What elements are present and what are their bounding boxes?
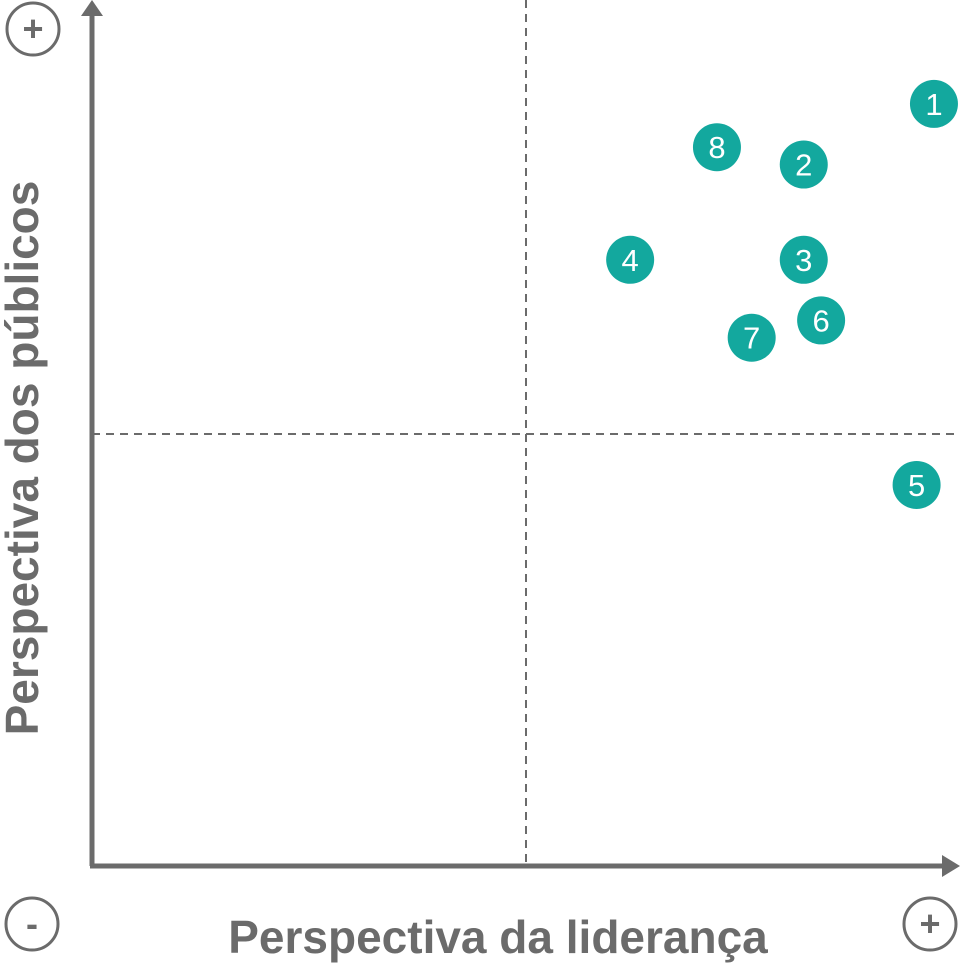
data-point-2: 2 bbox=[779, 140, 828, 189]
data-point-marker bbox=[692, 123, 741, 172]
y-axis-title: Perspectiva dos públicos bbox=[0, 181, 48, 736]
data-point-marker bbox=[606, 235, 655, 284]
data-point-label: 3 bbox=[795, 243, 812, 278]
data-point-label: 5 bbox=[908, 468, 925, 503]
data-point-5: 5 bbox=[892, 460, 941, 509]
data-point-1: 1 bbox=[909, 79, 958, 128]
data-point-marker bbox=[779, 140, 828, 189]
data-point-7: 7 bbox=[727, 313, 776, 362]
data-point-label: 7 bbox=[743, 321, 760, 356]
x-axis-title: Perspectiva da liderança bbox=[228, 911, 768, 963]
x-axis-arrow bbox=[942, 855, 960, 877]
data-point-marker bbox=[909, 79, 958, 128]
data-point-marker bbox=[779, 235, 828, 284]
x-axis-max-label: + bbox=[919, 903, 940, 944]
data-point-label: 8 bbox=[708, 130, 725, 165]
data-points: 1 2 3 4 5 6 7 8 bbox=[606, 79, 958, 509]
y-axis-max-label: + bbox=[22, 8, 43, 49]
data-point-3: 3 bbox=[779, 235, 828, 284]
data-point-4: 4 bbox=[606, 235, 655, 284]
x-axis-min-label: - bbox=[26, 903, 38, 944]
data-point-label: 4 bbox=[622, 243, 639, 278]
data-point-6: 6 bbox=[797, 296, 846, 345]
data-point-label: 1 bbox=[925, 87, 942, 122]
data-point-label: 2 bbox=[795, 148, 812, 183]
data-point-label: 6 bbox=[812, 303, 829, 338]
data-point-marker bbox=[797, 296, 846, 345]
y-axis-max-sign: + bbox=[5, 1, 61, 57]
data-point-marker bbox=[727, 313, 776, 362]
y-axis-arrow bbox=[81, 0, 103, 16]
data-point-marker bbox=[892, 460, 941, 509]
data-point-8: 8 bbox=[692, 123, 741, 172]
x-axis-min-sign: - bbox=[4, 896, 60, 952]
x-axis-max-sign: + bbox=[902, 896, 958, 952]
